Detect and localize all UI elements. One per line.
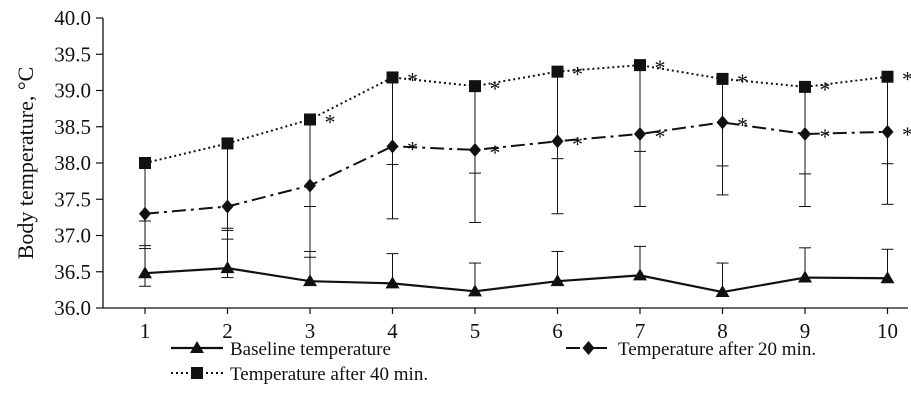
significance-star: * (902, 122, 911, 147)
x-tick-label: 7 (635, 319, 646, 343)
data-point (385, 276, 400, 289)
data-point (881, 70, 894, 83)
x-tick-label: 10 (877, 319, 898, 343)
data-point (550, 274, 565, 287)
series-line (144, 121, 888, 215)
x-tick-label: 2 (222, 319, 233, 343)
data-point (469, 80, 481, 93)
data-point (220, 261, 235, 274)
data-point (716, 115, 729, 130)
data-point (634, 59, 646, 72)
data-point (139, 206, 151, 221)
data-point (551, 134, 564, 149)
legend-label: Temperature after 20 min. (618, 339, 816, 360)
data-point (633, 268, 647, 281)
data-point (221, 199, 234, 214)
significance-star: * (325, 110, 336, 135)
significance-star: * (820, 77, 831, 102)
data-point (386, 71, 399, 84)
x-tick-label: 9 (800, 319, 811, 343)
x-tick-label: 8 (717, 319, 728, 343)
data-point (469, 142, 481, 157)
data-point (304, 113, 316, 126)
data-point (716, 72, 729, 85)
data-point (634, 127, 646, 141)
legend-label: Baseline temperature (230, 339, 391, 360)
significance-star: * (737, 112, 748, 137)
significance-markers: * * * * * * * * * * * * * * * (325, 55, 911, 165)
legend-label: Temperature after 40 min. (230, 364, 428, 385)
y-tick-label: 39.5 (54, 42, 91, 66)
y-tick-label: 38.5 (54, 115, 91, 139)
y-tick-label: 37.0 (54, 224, 91, 248)
data-point (139, 157, 151, 169)
data-point (715, 285, 730, 298)
series-line (144, 64, 888, 164)
x-tick-label: 1 (140, 319, 151, 343)
data-point (880, 271, 895, 284)
significance-star: * (407, 67, 418, 92)
significance-star: * (490, 76, 501, 101)
y-axis-label: Body temperature, °C (13, 67, 38, 260)
data-point (881, 124, 894, 139)
significance-star: * (655, 55, 666, 80)
series-line (144, 267, 888, 294)
data-point (138, 266, 152, 279)
significance-star: * (572, 131, 583, 156)
significance-star: * (572, 62, 583, 87)
y-tick-label: 39.0 (54, 79, 91, 103)
significance-star: * (737, 69, 748, 94)
x-tick-label: 6 (552, 319, 563, 343)
error-bars (139, 65, 894, 293)
y-tick-label: 38.0 (54, 151, 91, 175)
series-lines (144, 64, 888, 294)
data-point (303, 274, 317, 287)
significance-star: * (820, 124, 831, 149)
legend-marker (582, 341, 595, 355)
data-point (304, 178, 316, 193)
legend-marker (190, 341, 204, 353)
y-tick-label: 36.5 (54, 260, 91, 284)
x-tick-label: 3 (305, 319, 316, 343)
data-point (468, 284, 482, 297)
legend: Baseline temperature Temperature after 20… (171, 339, 816, 385)
data-point (221, 137, 234, 150)
data-point (798, 270, 812, 283)
data-point (799, 127, 811, 141)
data-point (799, 80, 811, 93)
significance-star: * (655, 124, 666, 149)
x-tick-label: 4 (387, 319, 398, 343)
y-tick-label: 36.0 (54, 296, 91, 320)
legend-marker (191, 367, 203, 379)
data-point (386, 139, 399, 154)
series-markers (138, 59, 895, 298)
data-point (551, 65, 564, 78)
axes: 36.0 36.5 37.0 37.5 38.0 38.5 39.0 39.5 40.0 1 2 3 4… (54, 6, 908, 343)
x-tick-label: 5 (470, 319, 481, 343)
significance-star: * (407, 136, 418, 161)
y-tick-label: 37.5 (54, 187, 91, 211)
significance-star: * (902, 67, 911, 92)
significance-star: * (490, 140, 501, 165)
y-tick-label: 40.0 (54, 6, 91, 30)
